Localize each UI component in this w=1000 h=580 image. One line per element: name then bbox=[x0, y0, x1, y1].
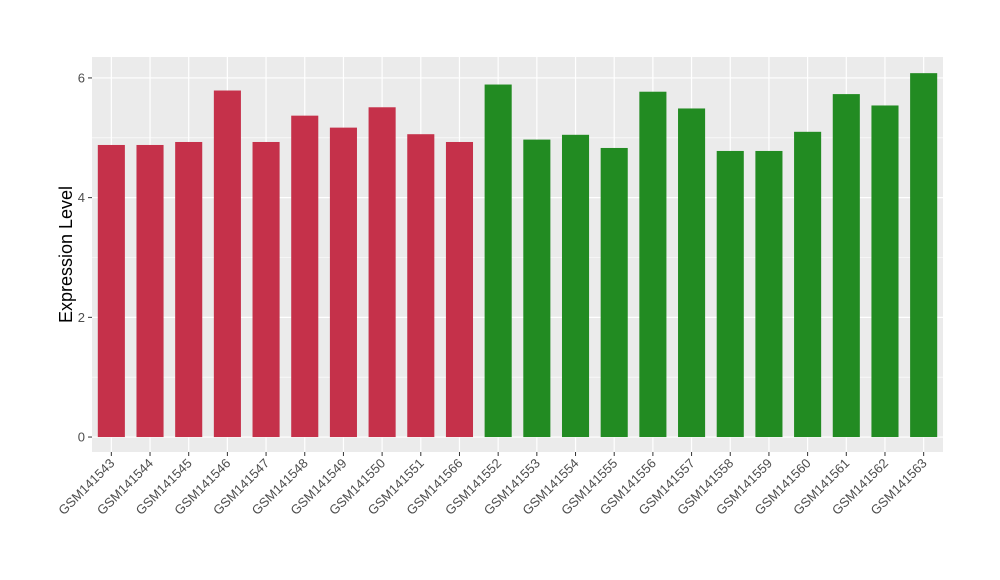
bar-GSM141544 bbox=[136, 144, 164, 438]
bar-GSM141566 bbox=[445, 141, 474, 438]
y-tick-label: 4 bbox=[78, 190, 85, 205]
y-axis-title: Expression Level bbox=[56, 186, 76, 323]
bar-GSM141553 bbox=[523, 139, 551, 438]
bars bbox=[97, 73, 938, 438]
bar-GSM141556 bbox=[639, 91, 667, 438]
bar-GSM141555 bbox=[600, 147, 628, 438]
bar-GSM141551 bbox=[407, 134, 435, 438]
bar-GSM141561 bbox=[832, 94, 860, 438]
bar-GSM141549 bbox=[329, 127, 357, 438]
bar-GSM141560 bbox=[794, 131, 822, 438]
bar-GSM141552 bbox=[484, 84, 512, 438]
bar-GSM141546 bbox=[213, 90, 241, 438]
y-tick-label: 0 bbox=[78, 430, 85, 445]
bar-GSM141545 bbox=[175, 141, 203, 438]
bar-GSM141557 bbox=[678, 108, 706, 438]
bar-GSM141550 bbox=[368, 107, 396, 438]
x-axis: GSM141543GSM141544GSM141545GSM141546GSM1… bbox=[55, 452, 930, 518]
y-tick-label: 6 bbox=[78, 70, 85, 85]
bar-GSM141543 bbox=[97, 144, 125, 438]
bar-GSM141563 bbox=[910, 73, 938, 438]
bar-GSM141558 bbox=[716, 150, 744, 438]
y-tick-label: 2 bbox=[78, 310, 85, 325]
y-axis: 0 2 4 6 bbox=[78, 70, 92, 445]
bar-GSM141559 bbox=[755, 150, 783, 438]
bar-GSM141548 bbox=[291, 115, 319, 438]
bar-GSM141554 bbox=[561, 134, 590, 438]
bar-GSM141562 bbox=[871, 105, 899, 438]
bar-GSM141547 bbox=[252, 141, 280, 438]
